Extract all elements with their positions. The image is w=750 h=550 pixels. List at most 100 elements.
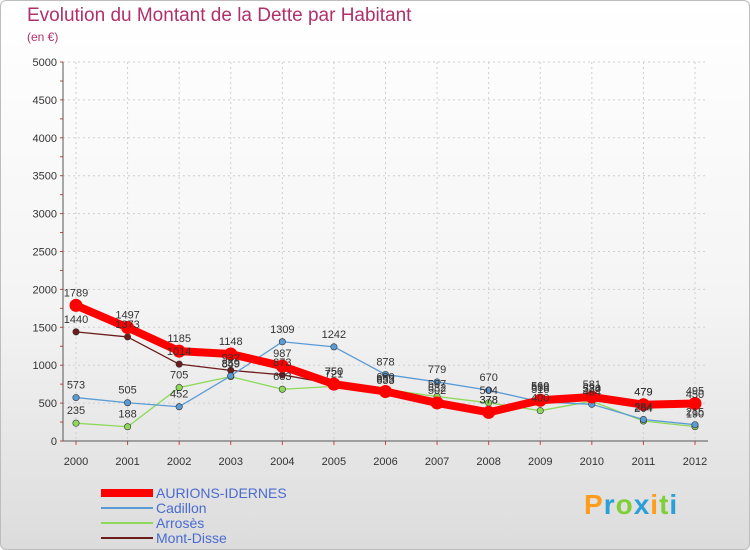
- x-tick-label: 2004: [270, 456, 294, 468]
- data-label: 479: [634, 387, 652, 399]
- data-point: [121, 321, 135, 335]
- legend-swatch: [101, 537, 153, 539]
- data-point: [124, 399, 132, 407]
- y-tick-label: 4500: [33, 95, 57, 107]
- data-point: [485, 386, 493, 394]
- legend-label: AURIONS-IDERNES: [156, 485, 287, 501]
- x-tick-label: 2007: [425, 456, 449, 468]
- data-label: 516: [531, 384, 549, 396]
- y-tick-label: 3000: [33, 209, 57, 221]
- data-label: 1242: [322, 329, 346, 341]
- data-point: [227, 372, 235, 380]
- data-label: 779: [428, 364, 446, 376]
- series-cadillon: [72, 338, 699, 429]
- data-point: [636, 398, 650, 412]
- data-label: 479: [634, 387, 652, 399]
- data-label: 538: [531, 382, 549, 394]
- series-aurions-idernes: [69, 298, 702, 419]
- y-tick-label: 1500: [33, 322, 57, 334]
- data-label: 264: [634, 403, 652, 415]
- data-label: 532: [428, 383, 446, 395]
- data-label: 378: [479, 394, 497, 406]
- data-label: 1014: [167, 346, 191, 358]
- chart-title: Evolution du Montant de la Dette par Hab…: [27, 5, 412, 26]
- data-point: [639, 415, 647, 423]
- chart-unit-label: (en €): [27, 30, 59, 44]
- data-point: [69, 298, 83, 312]
- data-label: 495: [686, 385, 704, 397]
- data-label: 859: [222, 358, 240, 370]
- data-label: 400: [531, 393, 549, 405]
- data-label: 750: [325, 366, 343, 378]
- x-tick-label: 2005: [322, 456, 346, 468]
- data-label: 670: [479, 372, 497, 384]
- data-label: 573: [67, 380, 85, 392]
- data-label: 581: [583, 379, 601, 391]
- data-label: 633: [376, 375, 394, 387]
- data-point: [72, 394, 80, 402]
- data-label: 450: [686, 389, 704, 401]
- y-tick-label: 2000: [33, 284, 57, 296]
- data-point: [482, 405, 496, 419]
- y-tick-label: 500: [39, 398, 57, 410]
- y-tick-label: 2500: [33, 247, 57, 259]
- y-tick-label: 5000: [33, 57, 57, 69]
- data-label: 452: [170, 389, 188, 401]
- logo-letter: t: [659, 489, 670, 520]
- x-tick-label: 2009: [528, 456, 552, 468]
- proxiti-logo: Proxiti: [584, 489, 678, 521]
- data-label: 1309: [270, 324, 294, 336]
- x-tick-label: 2010: [580, 456, 604, 468]
- data-label: 504: [479, 385, 497, 397]
- data-label: 190: [686, 409, 704, 421]
- data-label: 750: [325, 366, 343, 378]
- legend-label: Mont-Disse: [156, 530, 227, 546]
- x-tick-label: 2003: [219, 456, 243, 468]
- y-tick-label: 1000: [33, 360, 57, 372]
- data-label: 873: [273, 357, 291, 369]
- x-tick-label: 2001: [115, 456, 139, 468]
- data-label: 235: [67, 405, 85, 417]
- data-label: 524: [583, 383, 601, 395]
- data-label: 683: [273, 371, 291, 383]
- data-point: [224, 347, 238, 361]
- y-tick-label: 3500: [33, 171, 57, 183]
- data-label: 653: [376, 374, 394, 386]
- y-tick-label: 4000: [33, 133, 57, 145]
- data-point: [72, 419, 80, 427]
- data-point: [381, 370, 389, 378]
- legend-swatch: [101, 489, 153, 497]
- data-label: 705: [170, 370, 188, 382]
- data-label: 505: [118, 385, 136, 397]
- data-label: 1440: [64, 314, 88, 326]
- data-point: [124, 333, 132, 341]
- data-point: [433, 378, 441, 386]
- data-point: [124, 423, 132, 431]
- x-tick-label: 2002: [167, 456, 191, 468]
- x-tick-label: 2011: [632, 456, 656, 468]
- data-point: [536, 407, 544, 415]
- data-label: 188: [118, 409, 136, 421]
- data-label: 560: [531, 381, 549, 393]
- data-point: [430, 396, 444, 410]
- data-label: 987: [273, 348, 291, 360]
- x-tick-label: 2000: [64, 456, 88, 468]
- legend-label: Arrosès: [156, 515, 205, 531]
- data-point: [691, 421, 699, 429]
- data-point: [72, 328, 80, 336]
- data-label: 721: [325, 368, 343, 380]
- data-label: 530: [583, 383, 601, 395]
- data-label: 1185: [167, 333, 191, 345]
- data-label: 215: [686, 407, 704, 419]
- x-tick-label: 2006: [373, 456, 397, 468]
- x-tick-label: 2012: [683, 456, 707, 468]
- data-point: [688, 396, 702, 410]
- data-point: [278, 338, 286, 346]
- data-point: [278, 385, 286, 393]
- data-point: [175, 403, 183, 411]
- data-point: [175, 384, 183, 392]
- data-label: 484: [583, 386, 601, 398]
- data-label: 502: [428, 385, 446, 397]
